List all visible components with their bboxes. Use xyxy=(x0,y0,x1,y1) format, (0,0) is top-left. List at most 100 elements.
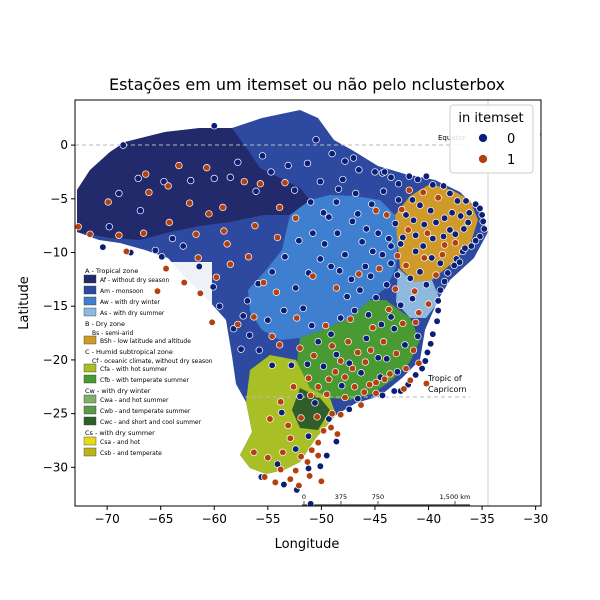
station-point-0 xyxy=(399,233,407,242)
station-point-1 xyxy=(292,214,300,222)
station-point-0 xyxy=(234,158,242,166)
chart-legend: in itemset 0 1 xyxy=(449,104,534,174)
station-point-1 xyxy=(234,320,242,329)
map-legend-label: Cfa - with hot summer xyxy=(100,366,168,373)
station-point-1 xyxy=(295,481,303,490)
station-point-1 xyxy=(256,180,264,188)
station-point-0 xyxy=(316,255,324,263)
station-point-1 xyxy=(196,289,204,297)
station-point-0 xyxy=(335,267,344,275)
x-tick-label: −30 xyxy=(523,512,548,526)
station-point-0 xyxy=(394,180,403,188)
station-point-0 xyxy=(268,268,276,276)
station-point-1 xyxy=(289,383,298,391)
map-legend-swatch xyxy=(83,274,97,284)
map-legend-swatch xyxy=(83,363,97,373)
station-point-0 xyxy=(444,269,452,277)
station-point-0 xyxy=(341,251,349,259)
station-point-1 xyxy=(271,478,279,487)
station-point-0 xyxy=(362,334,371,343)
station-point-0 xyxy=(479,217,487,226)
station-point-0 xyxy=(467,242,476,250)
station-point-1 xyxy=(372,206,380,215)
station-point-1 xyxy=(337,357,345,365)
station-point-1 xyxy=(350,383,359,391)
station-point-0 xyxy=(237,345,245,353)
station-point-0 xyxy=(412,231,420,239)
station-point-1 xyxy=(419,188,427,197)
station-point-0 xyxy=(119,141,127,149)
station-point-0 xyxy=(292,445,300,453)
station-point-0 xyxy=(462,197,470,205)
station-point-1 xyxy=(194,254,202,262)
station-point-1 xyxy=(272,288,281,296)
station-point-0 xyxy=(343,292,351,301)
station-point-0 xyxy=(391,219,399,228)
station-point-1 xyxy=(264,454,272,462)
station-point-1 xyxy=(385,305,393,314)
station-point-0 xyxy=(397,240,405,248)
station-point-1 xyxy=(192,230,200,238)
station-point-0 xyxy=(472,237,480,245)
station-point-1 xyxy=(293,314,301,322)
station-point-0 xyxy=(287,361,296,369)
station-point-0 xyxy=(401,341,409,349)
station-point-1 xyxy=(357,401,365,409)
station-point-1 xyxy=(402,364,410,373)
station-point-0 xyxy=(405,172,413,180)
map-legend-subheading: Cf - oceanic climate, without dry season xyxy=(92,358,213,365)
station-point-0 xyxy=(210,174,218,183)
scale-label: 0 xyxy=(302,493,306,501)
x-tick-label: −45 xyxy=(362,512,387,526)
station-point-0 xyxy=(472,200,480,208)
station-point-0 xyxy=(387,259,395,267)
station-point-1 xyxy=(251,222,259,230)
station-point-0 xyxy=(99,243,107,251)
station-point-1 xyxy=(165,218,173,227)
station-point-0 xyxy=(450,261,458,270)
map-legend-swatch xyxy=(83,405,97,415)
station-point-1 xyxy=(367,346,375,354)
legend-title: in itemset xyxy=(458,111,523,126)
station-point-1 xyxy=(164,182,172,190)
station-point-1 xyxy=(309,272,317,280)
station-point-0 xyxy=(480,225,488,233)
station-point-0 xyxy=(446,189,454,198)
station-point-1 xyxy=(86,230,94,238)
station-point-0 xyxy=(439,232,448,241)
station-point-0 xyxy=(319,362,328,371)
station-point-1 xyxy=(391,285,399,293)
station-point-1 xyxy=(341,373,349,381)
station-point-0 xyxy=(281,253,289,261)
station-point-0 xyxy=(455,258,464,266)
station-point-0 xyxy=(226,173,234,181)
chart-title: Estações em um itemset ou não pelo nclus… xyxy=(109,75,505,94)
station-point-1 xyxy=(440,241,449,249)
station-point-1 xyxy=(346,315,354,323)
station-point-0 xyxy=(402,211,410,219)
station-point-0 xyxy=(408,196,417,204)
station-point-1 xyxy=(399,319,407,328)
station-point-0 xyxy=(304,464,313,473)
station-point-0 xyxy=(299,304,307,313)
station-point-1 xyxy=(142,170,150,178)
station-point-1 xyxy=(273,233,282,242)
station-point-1 xyxy=(400,385,408,393)
station-point-1 xyxy=(297,414,305,422)
station-point-1 xyxy=(286,434,294,442)
station-point-1 xyxy=(355,270,363,278)
station-point-1 xyxy=(348,364,357,373)
map-scale-bar: 0 375 750 1,500 km xyxy=(302,493,470,505)
station-point-1 xyxy=(220,227,228,235)
y-axis-label: Latitude xyxy=(17,276,32,330)
station-point-1 xyxy=(259,278,268,287)
station-point-1 xyxy=(260,473,269,481)
station-point-1 xyxy=(415,309,423,317)
scatter-points xyxy=(75,122,541,506)
station-point-0 xyxy=(440,277,449,286)
station-point-0 xyxy=(378,251,387,259)
station-point-0 xyxy=(105,223,113,231)
station-point-1 xyxy=(244,253,253,261)
station-point-0 xyxy=(354,394,362,403)
map-legend-swatch xyxy=(83,394,97,404)
